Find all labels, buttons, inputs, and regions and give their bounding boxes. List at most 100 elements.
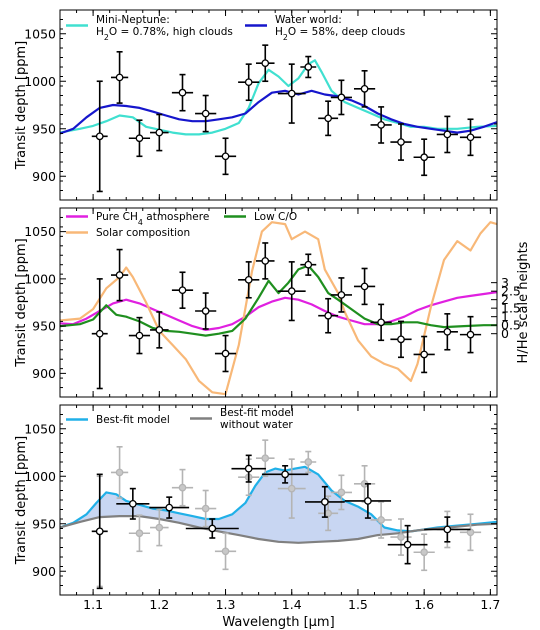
y2-tick-label: 3 xyxy=(501,275,509,290)
data-point xyxy=(287,287,296,296)
data-point xyxy=(370,106,392,144)
data-point xyxy=(377,121,385,129)
faded-point xyxy=(390,518,412,556)
data-point xyxy=(420,153,429,162)
binned-point xyxy=(387,524,428,565)
y-axis-label: Transit depth [ppm] xyxy=(14,41,29,170)
shaded-region xyxy=(60,466,497,543)
data-point xyxy=(318,297,339,334)
data-point xyxy=(304,260,313,269)
binned-point xyxy=(149,496,190,519)
axes: 1.1 1.2 1.3 1.4 1.5 1.6 1.7 900 950 1000 1050Trans… xyxy=(14,404,500,630)
y-tick-label: 1050 xyxy=(24,421,56,436)
legend-label: Pure CH4 atmosphere xyxy=(96,211,209,227)
data-point xyxy=(214,334,237,373)
series-line xyxy=(60,59,497,136)
data-point xyxy=(304,63,313,71)
data-point xyxy=(277,261,306,322)
x-tick-label: 1.2 xyxy=(149,597,169,612)
data-point xyxy=(128,316,151,355)
x-tick-label: 1.4 xyxy=(282,597,302,612)
data-point xyxy=(201,307,210,315)
data-point xyxy=(178,88,187,97)
data-point xyxy=(238,63,260,102)
x-tick-label: 1.7 xyxy=(480,597,500,612)
data-point xyxy=(277,63,306,124)
series-line xyxy=(60,221,497,396)
series-line xyxy=(60,291,497,331)
x-tick-label: 1.1 xyxy=(83,597,103,612)
data-point xyxy=(360,85,369,93)
data-point xyxy=(115,468,124,477)
binned-point xyxy=(304,485,345,518)
series-line xyxy=(60,89,497,135)
data-point xyxy=(261,257,270,265)
binned-point xyxy=(116,487,150,520)
y-tick-label: 900 xyxy=(32,564,56,579)
data-point xyxy=(390,123,412,161)
faded-point xyxy=(171,468,194,507)
data-point xyxy=(304,458,313,466)
data-point xyxy=(403,540,412,549)
y-tick-label: 950 xyxy=(32,516,56,531)
data-point xyxy=(95,527,104,536)
faded-point xyxy=(277,458,306,519)
y-tick-label: 900 xyxy=(32,169,56,184)
data-point xyxy=(370,303,392,342)
legend-label: Best-fit model xyxy=(96,414,170,426)
y-tick-label: 1000 xyxy=(24,74,56,89)
y-tick-label: 950 xyxy=(32,319,56,334)
data-point xyxy=(337,488,346,497)
data-point xyxy=(443,130,452,139)
y-tick-label: 1050 xyxy=(24,26,56,41)
data-point xyxy=(91,278,108,390)
data-point xyxy=(353,70,376,108)
legend-label: H2O = 58%, deep clouds xyxy=(275,26,405,42)
faded-point xyxy=(353,464,376,503)
data-point xyxy=(150,113,169,152)
y2-tick-label: 2.5 xyxy=(501,284,521,299)
data-point xyxy=(201,109,210,118)
data-point xyxy=(377,318,385,327)
data-point xyxy=(459,315,482,354)
data-point xyxy=(155,326,164,334)
data-point xyxy=(420,548,429,557)
y-tick-label: 1000 xyxy=(24,271,56,286)
binned-point xyxy=(91,473,108,590)
legend-label: Water world: xyxy=(275,14,342,26)
faded-point xyxy=(150,508,169,547)
data-point xyxy=(214,137,237,176)
data-point xyxy=(208,524,217,533)
faded-point xyxy=(300,450,317,474)
faded-point xyxy=(413,533,435,572)
binned-point xyxy=(344,483,392,519)
y2-tick-label: 2 xyxy=(501,292,509,307)
data-point xyxy=(413,138,435,177)
x-tick-label: 1.5 xyxy=(348,597,368,612)
data-point xyxy=(420,350,429,359)
data-point xyxy=(95,132,104,141)
legend-label: Solar composition xyxy=(96,227,190,239)
data-point xyxy=(459,118,482,157)
binned-point xyxy=(231,454,266,483)
y-axis-label: Transit depth [ppm] xyxy=(14,436,29,565)
data-point xyxy=(397,335,405,344)
y-tick-label: 900 xyxy=(32,366,56,381)
data-point xyxy=(135,331,144,340)
faded-point xyxy=(110,445,129,499)
legend-label: Best-fit model xyxy=(220,407,294,419)
data-point xyxy=(324,509,333,518)
data-point xyxy=(466,330,475,339)
data-point xyxy=(171,73,194,112)
faded-point xyxy=(370,501,392,539)
data-point xyxy=(397,533,405,541)
data-point xyxy=(221,547,230,556)
x-tick-label: 1.6 xyxy=(414,597,434,612)
data-point xyxy=(165,503,174,512)
legend-label: H2O = 0.78%, high clouds xyxy=(96,26,233,42)
data-point xyxy=(330,277,352,313)
